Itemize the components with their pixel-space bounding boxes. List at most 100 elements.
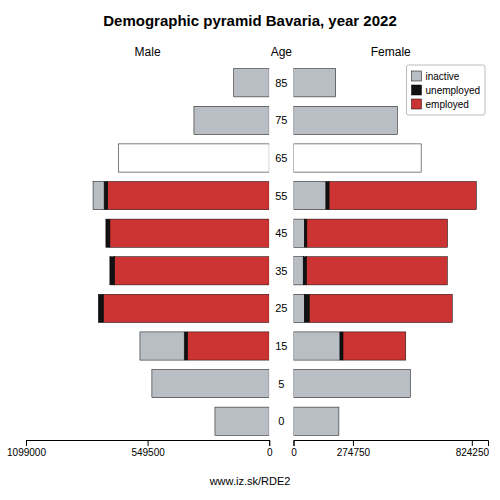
legend-item: unemployed [412,85,480,96]
bar [187,332,269,360]
bar [293,332,340,360]
category-label: 75 [275,114,287,126]
tick-mark [293,440,294,446]
tick-label: 0 [291,447,297,458]
category-label: 45 [275,227,287,239]
bar [293,219,304,247]
legend-label: unemployed [426,85,480,96]
bar [152,370,269,398]
category-label: 55 [275,190,287,202]
tick-label: 274750 [337,447,371,458]
bar [109,257,110,285]
bar [307,219,448,247]
bar [108,182,270,210]
axis-line [27,441,270,447]
bar [293,407,338,435]
legend-swatch [412,99,422,109]
legend-box [407,65,485,115]
bar [338,407,339,435]
category-label: 5 [278,378,284,390]
bar [303,257,306,285]
bars [93,69,269,436]
category-label: 85 [275,77,287,89]
tick: 0 [267,440,273,458]
bar [194,106,269,134]
bar [293,294,304,322]
tick-mark [148,440,149,446]
legend-label: employed [426,99,469,110]
bar [106,219,110,247]
bar [410,370,411,398]
bar [103,294,269,322]
tick-label: 549500 [131,447,165,458]
category-label: 65 [275,152,287,164]
bar [293,106,397,134]
bar [343,332,406,360]
chart-container: 1099000 549500 0 Male 0 274750 824250 inactive u… [0,0,500,500]
tick-label: 0 [267,447,273,458]
bar [309,294,452,322]
bar [410,370,411,398]
x-axis: 0 274750 824250 [291,440,489,458]
category-label: 35 [275,265,287,277]
tick-label: 1099000 [7,447,46,458]
bar [234,69,269,97]
bar [119,144,269,172]
axis-line [294,441,489,447]
panel: 1099000 549500 0 [7,69,273,458]
age-labels: 0 5 15 25 35 45 55 65 75 85 [275,77,287,427]
bar [421,144,422,172]
bar [307,257,448,285]
legend-swatch [412,85,422,95]
axis-title: Age [271,45,293,59]
category-label: 0 [278,415,284,427]
bar [293,257,303,285]
bar [338,407,339,435]
panel-title: Female [371,45,411,59]
bar [304,294,309,322]
bar [340,332,343,360]
chart-svg: 1099000 549500 0 Male 0 274750 824250 inactive u… [0,0,500,500]
bar [335,69,336,97]
tick-label: 824250 [456,447,490,458]
tick: 0 [291,440,297,458]
bar [105,219,106,247]
bar [421,144,422,172]
title: Demographic pyramid Bavaria, year 2022 [103,12,396,29]
tick: 274750 [337,440,371,458]
bar [140,332,184,360]
category-label: 25 [275,302,287,314]
bars [293,69,476,436]
bar [293,69,335,97]
bar [114,257,269,285]
bar [293,182,325,210]
bar [104,182,108,210]
tick: 824250 [456,440,490,458]
bar [326,182,329,210]
bar [304,219,307,247]
legend: inactive unemployed employed [407,65,485,115]
tick-mark [353,440,354,446]
legend-swatch [412,71,422,81]
bar [293,370,410,398]
bar [110,219,269,247]
tick: 1099000 [7,440,46,458]
bar [397,106,398,134]
bar [335,69,336,97]
bar [293,144,421,172]
bar [98,294,103,322]
annotation: www.iz.sk/RDE2 [209,475,291,487]
bar [98,294,99,322]
panel-title: Male [135,45,161,59]
bar [184,332,187,360]
legend-label: inactive [426,71,460,82]
legend-item: inactive [412,71,460,82]
x-axis: 1099000 549500 0 [7,440,273,458]
panel: 0 274750 824250 inactive unemployed employed [291,65,489,458]
category-label: 15 [275,340,287,352]
bar [329,182,476,210]
bar [397,106,398,134]
legend-item: employed [412,99,469,110]
tick: 549500 [131,440,165,458]
bar [110,257,114,285]
